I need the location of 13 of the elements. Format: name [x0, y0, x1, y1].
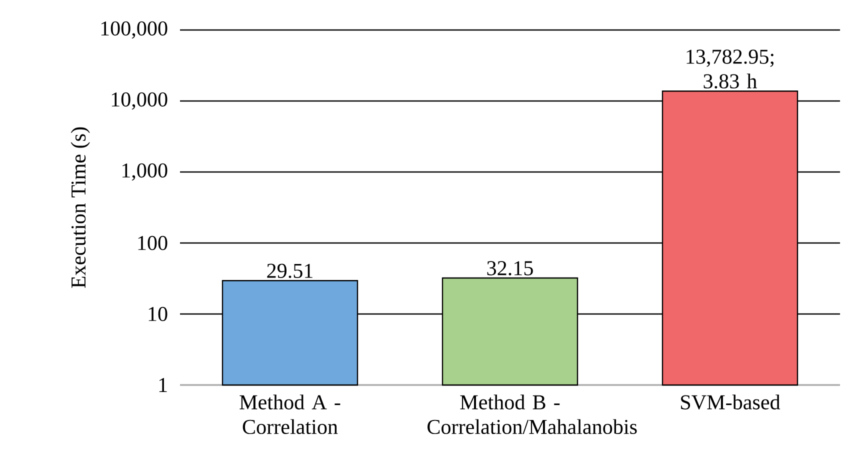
x-tick-label: Method A - Correlation — [240, 394, 340, 434]
y-axis-title: Execution Time (s) — [70, 127, 90, 288]
data-label: 32.15 — [487, 261, 533, 276]
y-tick-label: 10 — [148, 306, 168, 322]
y-tick-label: 100,000 — [101, 21, 168, 39]
y-tick-label: 100 — [138, 236, 168, 250]
data-label: 29.51 — [267, 264, 312, 278]
y-tick-label: 10,000 — [112, 92, 168, 110]
x-tick-label: Method B - Correlation/Mahalanobis — [428, 394, 637, 434]
y-tick-label: 1,000 — [122, 163, 168, 181]
data-label: 13,782.95; 3.83 h — [686, 50, 774, 89]
x-tick-label: SVM-based — [681, 394, 780, 410]
y-tick-label: 1 — [159, 378, 167, 392]
